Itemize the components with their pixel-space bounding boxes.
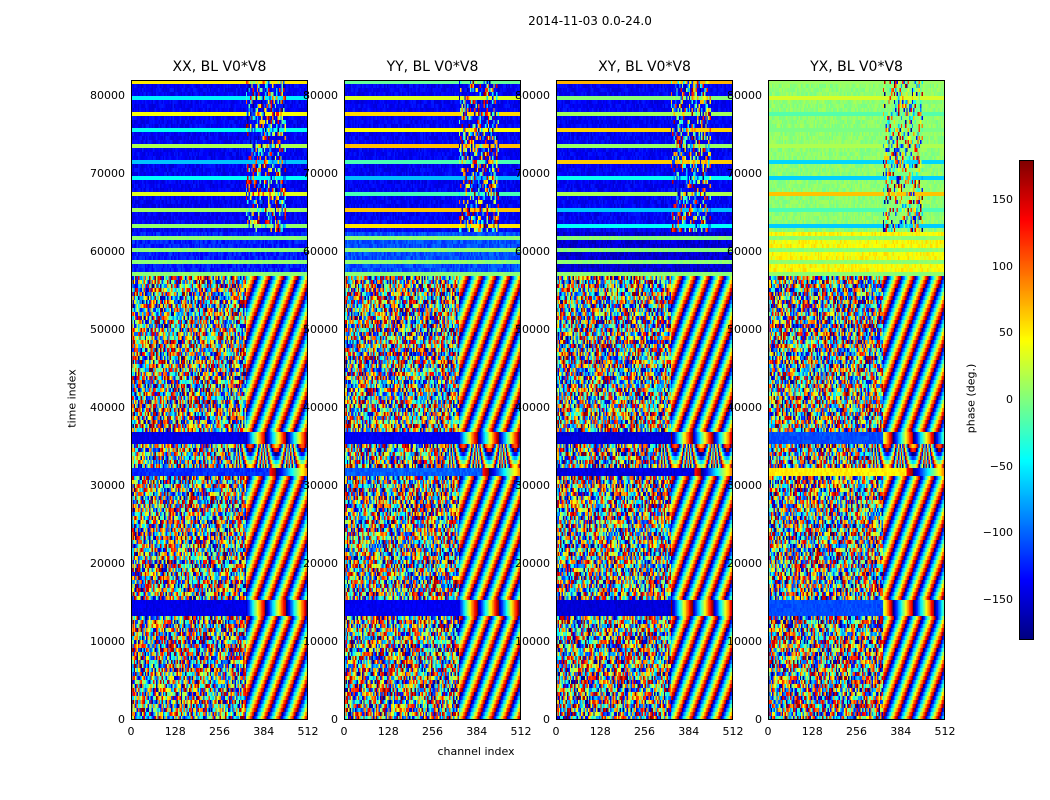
y-tick-label: 70000: [90, 166, 125, 180]
y-tick-label: 50000: [727, 322, 762, 336]
phase-heatmap: [768, 80, 945, 720]
panel-title: XY, BL V0*V8: [598, 59, 691, 75]
y-tick-label: 10000: [727, 634, 762, 648]
figure-suptitle: 2014-11-03 0.0-24.0: [528, 14, 652, 28]
panel-frame: [344, 80, 521, 720]
x-tick-label: 256: [634, 725, 655, 738]
y-tick-label: 60000: [90, 244, 125, 258]
y-tick-label: 30000: [90, 478, 125, 492]
colorbar-tick-label: 50: [999, 326, 1013, 340]
y-tick-label: 50000: [515, 322, 550, 336]
y-tick-label: 40000: [515, 400, 550, 414]
y-tick-label: 0: [331, 713, 338, 726]
y-tick-label: 10000: [303, 634, 338, 648]
panel-title: YY, BL V0*V8: [386, 59, 479, 75]
y-tick-label: 30000: [727, 478, 762, 492]
panel-title: XX, BL V0*V8: [172, 59, 267, 75]
x-tick-label: 256: [846, 725, 867, 738]
y-tick-label: 10000: [90, 634, 125, 648]
y-tick-label: 20000: [90, 556, 125, 570]
y-tick-label: 20000: [303, 556, 338, 570]
x-tick-label: 128: [589, 725, 611, 738]
colorbar-tick-label: 100: [992, 259, 1013, 273]
colorbar-tick-label: −50: [989, 459, 1013, 473]
x-axis-label: channel index: [437, 745, 515, 758]
phase-heatmap: [556, 80, 733, 720]
panel-frame: [768, 80, 945, 720]
y-tick-label: 60000: [515, 244, 550, 258]
x-tick-label: 0: [764, 725, 772, 738]
y-tick-label: 80000: [515, 88, 550, 102]
x-tick-label: 512: [722, 725, 744, 738]
x-tick-label: 256: [209, 725, 230, 738]
y-tick-label: 40000: [727, 400, 762, 414]
colorbar-frame: [1019, 160, 1034, 640]
x-tick-label: 512: [934, 725, 956, 738]
x-tick-label: 384: [466, 725, 488, 738]
y-tick-label: 20000: [727, 556, 762, 570]
x-tick-label: 384: [253, 725, 275, 738]
x-tick-label: 384: [678, 725, 700, 738]
y-tick-label: 80000: [90, 88, 125, 102]
y-tick-label: 80000: [727, 88, 762, 102]
colorbar-tick-label: 0: [1006, 393, 1013, 406]
y-tick-label: 80000: [303, 88, 338, 102]
x-tick-label: 128: [164, 725, 186, 738]
y-tick-label: 30000: [515, 478, 550, 492]
y-tick-label: 70000: [515, 166, 550, 180]
y-tick-label: 70000: [303, 166, 338, 180]
y-tick-label: 0: [118, 713, 125, 726]
x-tick-label: 384: [890, 725, 912, 738]
y-tick-label: 20000: [515, 556, 550, 570]
panel-title: YX, BL V0*V8: [810, 59, 903, 75]
y-tick-label: 60000: [303, 244, 338, 258]
x-tick-label: 128: [801, 725, 823, 738]
x-tick-label: 0: [340, 725, 348, 738]
x-tick-label: 512: [297, 725, 319, 738]
y-tick-label: 70000: [727, 166, 762, 180]
colorbar-label: phase (deg.): [964, 363, 978, 434]
x-tick-label: 512: [510, 725, 532, 738]
panel-frame: [131, 80, 308, 720]
x-tick-label: 0: [552, 725, 560, 738]
colorbar-tick-label: −100: [982, 526, 1013, 540]
y-tick-label: 0: [543, 713, 550, 726]
y-tick-label: 50000: [90, 322, 125, 336]
panel-frame: [556, 80, 733, 720]
phase-heatmap: [131, 80, 308, 720]
x-tick-label: 128: [377, 725, 399, 738]
y-tick-label: 10000: [515, 634, 550, 648]
y-axis-label: time index: [65, 369, 79, 428]
y-tick-label: 30000: [303, 478, 338, 492]
y-tick-label: 40000: [90, 400, 125, 414]
y-tick-label: 50000: [303, 322, 338, 336]
colorbar-tick-label: −150: [982, 593, 1013, 606]
y-tick-label: 40000: [303, 400, 338, 414]
y-tick-label: 60000: [727, 244, 762, 258]
phase-heatmap: [344, 80, 521, 720]
y-tick-label: 0: [755, 713, 762, 726]
colorbar-tick-label: 150: [992, 193, 1013, 206]
x-tick-label: 256: [422, 725, 443, 738]
colorbar-gradient: [1019, 160, 1034, 640]
x-tick-label: 0: [127, 725, 135, 738]
